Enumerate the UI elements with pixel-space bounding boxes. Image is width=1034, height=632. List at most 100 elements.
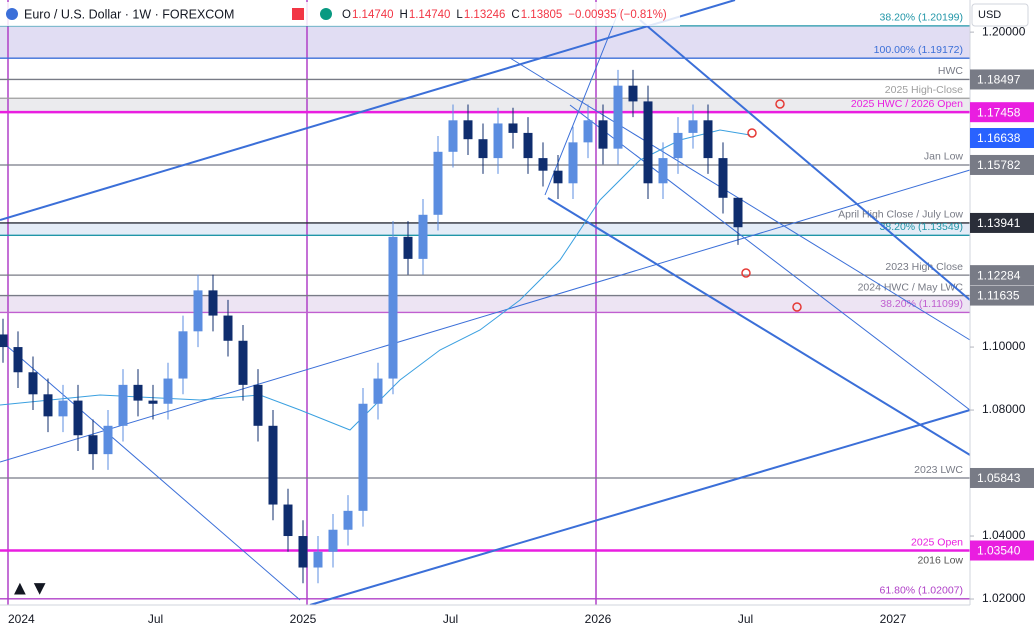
price-box [970, 154, 1034, 175]
price-box [970, 467, 1034, 488]
price-box [970, 102, 1034, 123]
price-box-label: 1.16638 [977, 131, 1021, 145]
candle-body [508, 123, 518, 133]
ohlc-key: H [400, 9, 408, 21]
candle-body [283, 504, 293, 537]
candle-body [58, 400, 68, 417]
candle-body [28, 372, 38, 395]
currency-button[interactable] [971, 3, 1029, 27]
symbol: Euro / U.S. Dollar · 1W · FOREXCOM [24, 7, 234, 21]
level-label: 38.20% (1.13549) [880, 221, 963, 233]
change: −0.00935 (−0.81%) [568, 9, 667, 21]
flag-icon [292, 8, 304, 20]
candle-body [343, 510, 353, 530]
candle-body [223, 315, 233, 341]
price-boxes: 1.18497 1.17458 1.16638 1.15782 1.13941 1.122… [970, 69, 1034, 561]
level-label: 2023 High Close [885, 261, 963, 273]
channel [0, 169, 971, 463]
candle-body [688, 120, 698, 133]
y-tick-label: 1.08000 [982, 402, 1026, 416]
candle-body [163, 378, 173, 404]
channel [569, 104, 971, 411]
candle-body [718, 158, 728, 198]
candle-body [268, 425, 278, 505]
price-box-label: 1.15782 [977, 158, 1021, 172]
currency[interactable]: USD [978, 9, 1001, 21]
symbol-icon [6, 8, 18, 20]
price-box-label: 1.18497 [977, 73, 1021, 87]
candle-body [313, 551, 323, 568]
candle-body [298, 536, 308, 568]
candle-body [553, 170, 563, 184]
ohlc-key: L [456, 9, 463, 21]
channels [0, 0, 971, 606]
candle-body [178, 331, 188, 379]
x-tick-label: 2025 [290, 612, 317, 626]
candle-body [193, 290, 203, 332]
level-label: HWC [938, 65, 963, 77]
y-tick-label: 1.02000 [982, 591, 1026, 605]
ohlc-key: C [511, 9, 519, 21]
x-tick-label: 2024 [8, 612, 35, 626]
price-box-label: 1.05843 [977, 471, 1021, 485]
candle-body [208, 290, 218, 316]
axes: 1.02000 1.04000 1.08000 1.10000 1.20000 2024 J… [8, 24, 1026, 626]
candle-body [448, 120, 458, 152]
marker [792, 302, 802, 312]
zone [0, 295, 970, 313]
level-label: 38.20% (1.11099) [880, 298, 963, 310]
candle-body [463, 120, 473, 140]
header-bg [0, 2, 680, 26]
candle-body [388, 236, 398, 379]
level-label: Jan Low [924, 151, 964, 163]
level-label: 2025 HWC / 2026 Open [851, 98, 963, 110]
candle-body [148, 400, 158, 404]
level-label: 2025 High-Close [885, 84, 963, 96]
candle-body [628, 85, 638, 102]
price-box [970, 285, 1034, 306]
marker [775, 99, 785, 109]
x-tick-label: 2027 [880, 612, 907, 626]
marker [741, 268, 751, 278]
ohlc-value: 1.13805 [521, 9, 563, 21]
candle-body [253, 384, 263, 426]
level-label: 2024 HWC / May LWC [858, 281, 964, 293]
candle-body [73, 400, 83, 436]
vertical-lines [7, 0, 597, 605]
levels: 38.20% (1.20199) 100.00% (1.19172) HWC 2025… [0, 12, 970, 600]
candle-body [118, 384, 128, 426]
ohlc: O 1.14740 H 1.14740 L 1.13246 C 1.13805 [342, 9, 562, 21]
x-tick-label: 2026 [585, 612, 612, 626]
channel [639, 19, 971, 301]
candle-body [568, 142, 578, 184]
x-tick-label: Jul [738, 612, 753, 626]
candle-body [478, 139, 488, 159]
candle-body [358, 403, 368, 511]
candle-body [673, 132, 683, 159]
price-box [970, 128, 1034, 149]
channel [309, 409, 971, 606]
zone [0, 222, 970, 236]
price-box-label: 1.13941 [977, 216, 1021, 230]
candles [0, 69, 743, 584]
level-label: 2025 Open [911, 536, 963, 548]
level-label: 61.80% (1.02007) [880, 585, 963, 597]
y-tick-label: 1.04000 [982, 528, 1026, 542]
candle-body [238, 340, 248, 385]
candle-body [583, 120, 593, 143]
level-label: 2023 LWC [914, 464, 963, 476]
channel [0, 0, 736, 221]
level-label: 100.00% (1.19172) [874, 44, 963, 56]
markers [741, 99, 802, 312]
price-box [970, 540, 1034, 561]
candle-body [403, 236, 413, 259]
candle-body [598, 120, 608, 149]
level-label: April High Close / July Low [838, 209, 963, 221]
candle-body [103, 425, 113, 455]
logo: ▲▼ [10, 577, 50, 599]
candle-body [133, 384, 143, 401]
zone [0, 25, 970, 59]
candle-body [418, 214, 428, 259]
